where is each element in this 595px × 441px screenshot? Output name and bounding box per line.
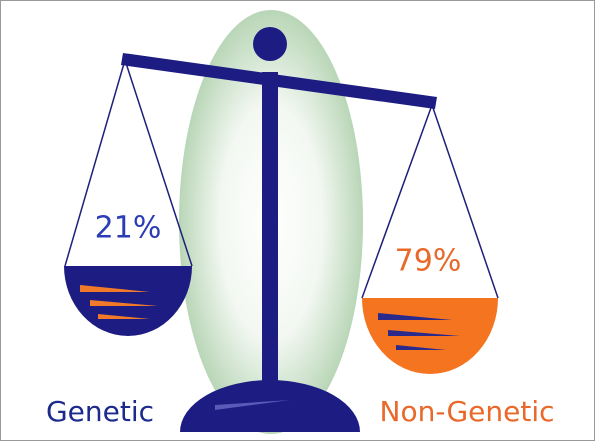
right-label: Non-Genetic xyxy=(380,395,555,428)
right-share: 79% xyxy=(395,244,462,279)
left-share: 21% xyxy=(95,211,162,246)
left-label: Genetic xyxy=(46,395,154,428)
scale-illustration: 21% 79% Genetic Non-Genetic xyxy=(0,0,595,441)
